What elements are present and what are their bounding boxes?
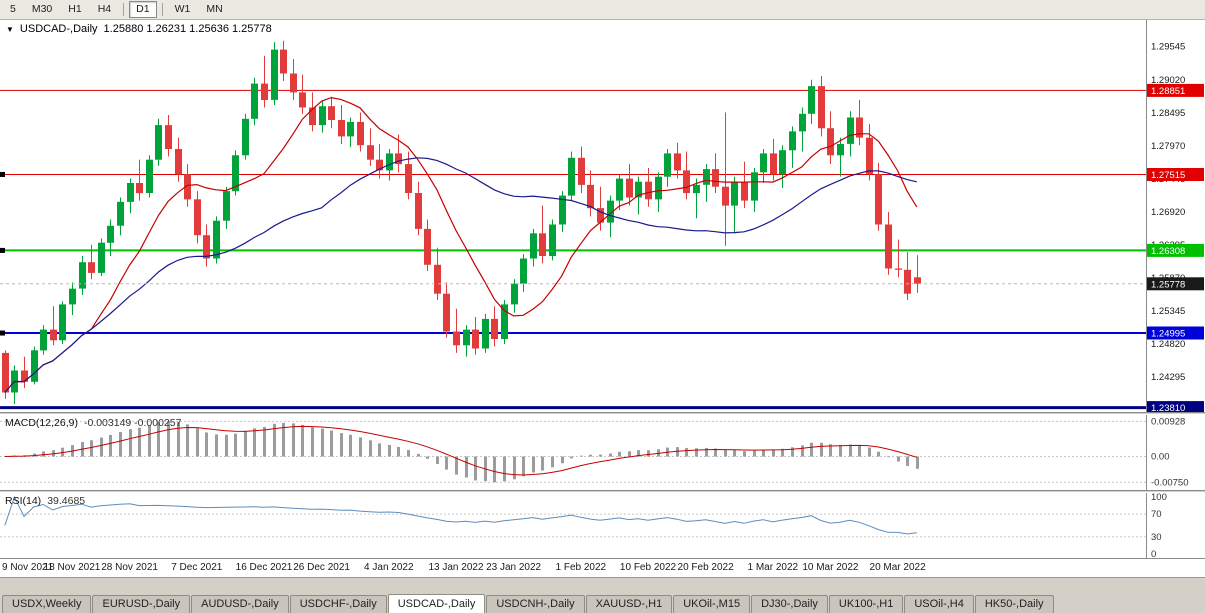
rsi-axis-tick: 100 <box>1151 493 1167 503</box>
date-label: 13 Jan 2022 <box>428 562 484 573</box>
price-tag-1.23810-text: 1.23810 <box>1151 403 1185 412</box>
line-handle[interactable] <box>0 247 5 253</box>
symbol-tab-hk50-daily[interactable]: HK50-,Daily <box>974 595 1054 613</box>
date-label: 10 Mar 2022 <box>802 562 859 573</box>
price-tag-1.27515-text: 1.27515 <box>1151 170 1185 181</box>
time-axis: 9 Nov 2021 18 Nov 2021 28 Nov 2021 7 Dec 20… <box>0 558 1205 577</box>
symbol-tab-ukoil-m15[interactable]: UKOil-,M15 <box>673 595 751 613</box>
date-label: 16 Dec 2021 <box>235 562 293 573</box>
symbol-tab-bar: USDX,Weekly EURUSD-,Daily AUDUSD-,Daily USD… <box>0 577 1205 613</box>
date-label: 23 Jan 2022 <box>486 562 542 573</box>
candlestick-canvas: 1.295451.290201.284951.279701.274451.269… <box>0 20 1204 412</box>
macd-axis-tick: 0.00 <box>1151 452 1170 463</box>
current-price-tag <box>1147 277 1204 291</box>
timeframe-button-D1[interactable]: D1 <box>129 1 157 18</box>
date-label: 1 Mar 2022 <box>747 562 799 573</box>
macd-histogram <box>13 421 919 483</box>
ma-slow-line <box>4 157 917 393</box>
timeframe-button-H1[interactable]: H1 <box>68 3 82 15</box>
timeframe-button-H4[interactable]: H4 <box>97 3 112 15</box>
price-axis-tick: 1.29545 <box>1151 42 1185 53</box>
date-label: 26 Dec 2021 <box>293 562 350 573</box>
line-handle[interactable] <box>0 171 5 177</box>
symbol-tab-usdx-weekly[interactable]: USDX,Weekly <box>2 595 92 613</box>
price-axis-tick: 1.24820 <box>1151 339 1185 350</box>
price-tag-1.23810 <box>1147 401 1204 412</box>
symbol-tab-audusd-daily[interactable]: AUDUSD-,Daily <box>191 595 289 613</box>
timeframe-button-W1[interactable]: W1 <box>174 3 191 15</box>
panel-splitter[interactable] <box>0 412 1205 415</box>
symbol-tab-uk100-h1[interactable]: UK100-,H1 <box>828 595 904 613</box>
rsi-canvas: 100 70 30 0 <box>0 493 1167 558</box>
price-tag-1.24995 <box>1147 326 1204 340</box>
price-tag-1.28851-text: 1.28851 <box>1151 86 1185 97</box>
symbol-tab-usdchf-daily[interactable]: USDCHF-,Daily <box>289 595 387 613</box>
timeframe-toolbar: 5 M30 H1 H4 D1 W1 MN <box>0 0 1205 20</box>
timeframe-button-5[interactable]: 5 <box>10 3 16 15</box>
date-label: 9 Nov 2021 <box>2 562 54 573</box>
current-price-tag-text: 1.25778 <box>1151 279 1185 290</box>
date-label: 20 Feb 2022 <box>677 562 734 573</box>
price-axis-tick: 1.27970 <box>1151 141 1185 152</box>
panel-splitter[interactable] <box>0 490 1205 493</box>
price-axis-tick: 1.26920 <box>1151 207 1185 218</box>
price-axis-tick: 1.28495 <box>1151 108 1185 119</box>
date-label: 4 Jan 2022 <box>364 562 414 573</box>
macd-axis-tick: 0.00928 <box>1151 416 1185 427</box>
date-label: 7 Dec 2021 <box>171 562 223 573</box>
symbol-tab-xauusd-h1[interactable]: XAUUSD-,H1 <box>585 595 673 613</box>
price-tag-1.27515 <box>1147 168 1204 181</box>
ma-fast-line <box>4 96 918 393</box>
timeframe-button-M30[interactable]: M30 <box>31 3 53 15</box>
macd-canvas: 0.00928 0.00 -0.00750 <box>0 415 1189 490</box>
toolbar-separator <box>123 3 125 16</box>
date-label: 18 Nov 2021 <box>43 562 101 573</box>
macd-panel[interactable]: 0.00928 0.00 -0.00750 MACD(12,26,9) -0.0031… <box>0 415 1205 490</box>
date-label: 20 Mar 2022 <box>869 562 926 573</box>
price-axis-tick: 1.29020 <box>1151 75 1185 86</box>
symbol-tab-eurusd-daily[interactable]: EURUSD-,Daily <box>92 595 191 613</box>
rsi-axis-tick: 30 <box>1151 532 1162 543</box>
date-label: 1 Feb 2022 <box>555 562 607 573</box>
macd-signal-line <box>4 425 917 476</box>
line-handle[interactable] <box>0 330 5 336</box>
symbol-tab-dj30-daily[interactable]: DJ30-,Daily <box>751 595 828 613</box>
date-label: 10 Feb 2022 <box>619 562 677 573</box>
rsi-panel[interactable]: 100 70 30 0 RSI(14) 39.4685 <box>0 493 1205 558</box>
date-label: 28 Nov 2021 <box>101 562 158 573</box>
price-tag-1.28851 <box>1147 83 1204 97</box>
macd-axis-tick: -0.00750 <box>1151 477 1189 488</box>
price-tag-1.26308-text: 1.26308 <box>1151 246 1185 257</box>
price-axis-tick: 1.25345 <box>1151 306 1185 317</box>
rsi-axis-tick: 0 <box>1151 549 1156 558</box>
price-tag-1.24995-text: 1.24995 <box>1151 329 1185 340</box>
toolbar-separator <box>161 3 163 16</box>
candles-layer <box>2 40 921 404</box>
rsi-line <box>4 495 917 535</box>
price-tag-1.26308 <box>1147 243 1204 257</box>
symbol-tab-usdcnh-daily[interactable]: USDCNH-,Daily <box>486 595 585 613</box>
price-axis-tick: 1.24295 <box>1151 372 1185 383</box>
rsi-axis-tick: 70 <box>1151 509 1162 520</box>
symbol-tab-usdcad-daily[interactable]: USDCAD-,Daily <box>387 594 486 613</box>
symbol-tab-usoil-h4[interactable]: USOil-,H4 <box>904 595 974 613</box>
timeframe-button-MN[interactable]: MN <box>206 3 223 15</box>
main-chart-panel[interactable]: 1.295451.290201.284951.279701.274451.269… <box>0 20 1205 412</box>
